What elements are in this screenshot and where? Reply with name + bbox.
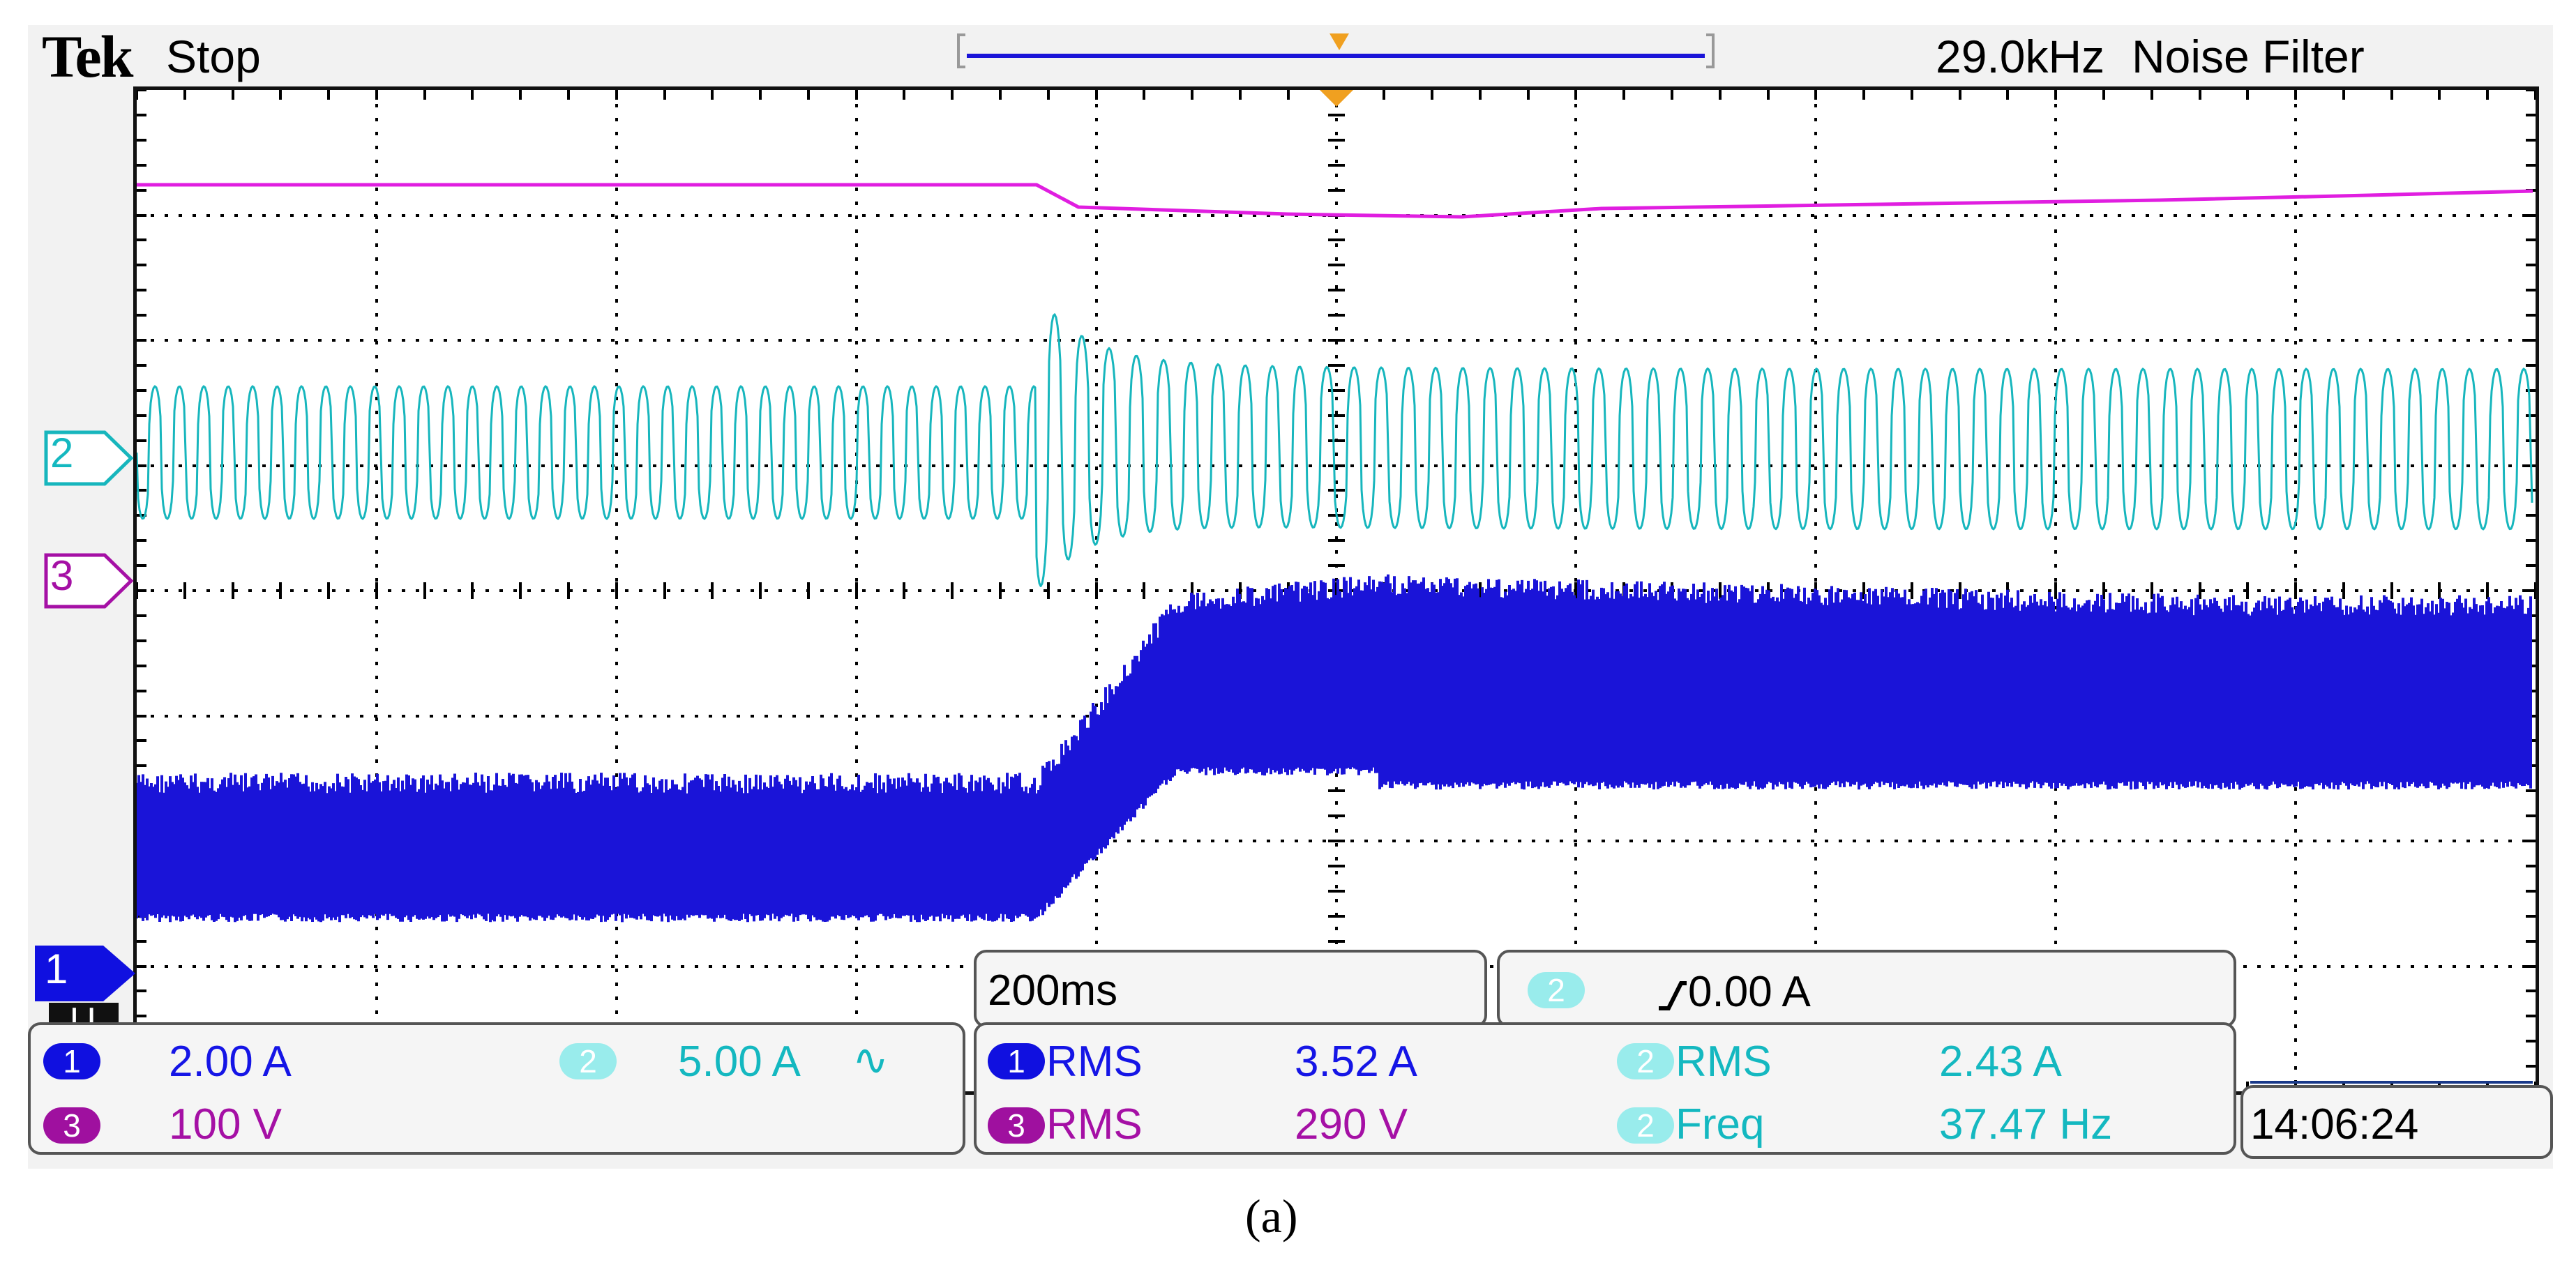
ch2-marker-label: 2 [50, 430, 74, 476]
timebase-scale: 200ms [988, 966, 1118, 1015]
meas3-value: 290 V [1295, 1100, 1408, 1148]
ch1-level-marker[interactable]: 1 [33, 944, 138, 1003]
meas3-channel-badge: 3 [988, 1107, 1045, 1144]
waveform-screen[interactable] [133, 86, 2539, 1095]
acquisition-status: Stop [166, 31, 261, 82]
ch2-trace [137, 313, 2533, 587]
bandwidth-readout: 29.0kHz [1936, 31, 2105, 82]
ch2-scale: 5.00 A [678, 1038, 801, 1086]
meas2-value: 2.43 A [1939, 1038, 2062, 1086]
ch3-badge[interactable]: 3 [43, 1107, 100, 1144]
ch3-trace [137, 183, 2533, 219]
ch3-marker-label: 3 [50, 552, 74, 599]
waveform-traces [137, 183, 2533, 1084]
brand-logo: Tek [42, 23, 133, 90]
meas1-value: 3.52 A [1295, 1038, 1417, 1086]
oscilloscope-display: Tek Stop 29.0kHz Noise Filter 2 3 1 U 20… [28, 25, 2553, 1169]
ch3-scale: 100 V [169, 1100, 283, 1148]
rising-edge-icon [1659, 981, 1687, 1010]
ch1-trace [137, 574, 2532, 923]
meas2-channel-badge: 2 [1617, 1043, 1674, 1079]
meas4-channel-badge: 2 [1617, 1107, 1674, 1144]
figure-caption: (a) [1245, 1190, 1298, 1243]
ch3-level-marker[interactable]: 3 [43, 552, 134, 609]
trigger-marker-icon [1320, 90, 1353, 107]
ch2-level-marker[interactable]: 2 [43, 430, 134, 487]
ac-coupling-icon: ∿ [852, 1036, 889, 1084]
ch1-marker-label: 1 [45, 946, 68, 992]
channel-scales-box[interactable]: 1 2.00 A 2 5.00 A ∿ 3 100 V [28, 1022, 965, 1155]
trigger-position-icon [1330, 33, 1349, 50]
meas4-value: 37.47 Hz [1939, 1100, 2113, 1148]
noise-filter-label: Noise Filter [2132, 31, 2365, 82]
trigger-level: 0.00 A [1688, 968, 1811, 1016]
meas3-type: RMS [1046, 1100, 1143, 1148]
meas2-type: RMS [1675, 1038, 1772, 1086]
record-position-bar[interactable] [956, 31, 1716, 71]
ch1-scale: 2.00 A [169, 1038, 292, 1086]
trigger-channel-badge: 2 [1528, 972, 1585, 1008]
clock: 14:06:24 [2250, 1100, 2419, 1148]
meas1-type: RMS [1046, 1038, 1143, 1086]
trigger-box[interactable]: 2 0.00 A [1497, 950, 2236, 1028]
ch1-badge[interactable]: 1 [43, 1043, 100, 1079]
measurements-box[interactable]: 1 RMS 3.52 A 2 RMS 2.43 A 3 RMS 290 V 2 … [974, 1022, 2236, 1155]
meas4-type: Freq [1675, 1100, 1765, 1148]
ch2-badge[interactable]: 2 [559, 1043, 617, 1079]
timebase-box[interactable]: 200ms [974, 950, 1487, 1028]
clock-box: 14:06:24 [2240, 1085, 2553, 1159]
meas1-channel-badge: 1 [988, 1043, 1045, 1079]
